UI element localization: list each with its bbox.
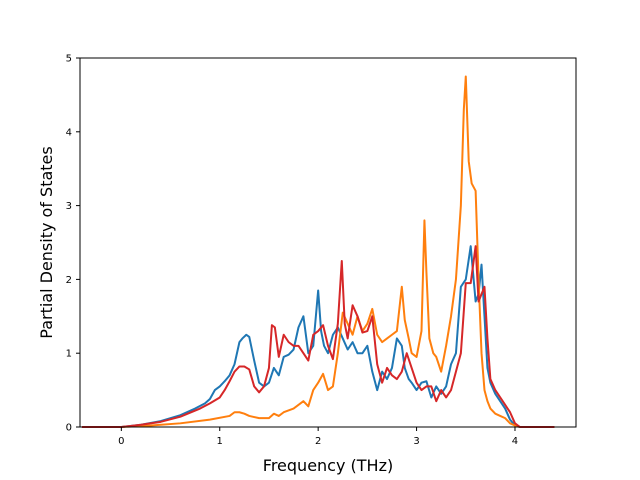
y-ticks: 0 1 2 3 4 5 <box>66 54 80 434</box>
axes-frame <box>79 57 577 428</box>
y-axis-label: Partial Density of States <box>37 146 56 338</box>
x-tick-label: 4 <box>512 436 518 447</box>
plot-area <box>80 58 576 427</box>
series-layer <box>81 75 555 428</box>
x-tick-label: 2 <box>315 436 321 447</box>
x-ticks: 0 1 2 3 4 <box>118 427 518 447</box>
y-tick-label: 2 <box>66 275 72 286</box>
y-tick-label: 5 <box>66 54 72 65</box>
x-axis-label: Frequency (THz) <box>263 456 393 475</box>
x-tick-label: 3 <box>413 436 419 447</box>
y-tick-label: 4 <box>66 127 72 138</box>
x-tick-label: 0 <box>118 436 124 447</box>
series-line-2 <box>81 75 555 428</box>
y-tick-label: 1 <box>66 349 72 360</box>
x-tick-label: 1 <box>217 436 223 447</box>
series-line-3 <box>81 245 555 428</box>
y-tick-label: 3 <box>66 201 72 212</box>
y-tick-label: 0 <box>66 423 72 434</box>
